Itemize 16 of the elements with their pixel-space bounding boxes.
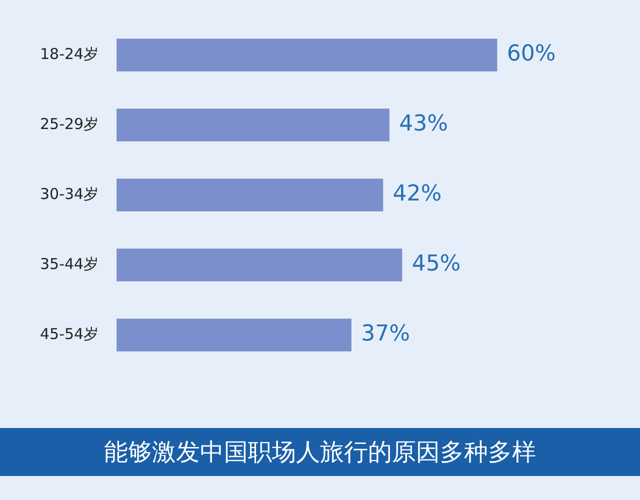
text: 能够激发中国职场人旅行的原因多种多样	[0, 428, 640, 476]
data-label: 37%	[361, 322, 410, 347]
bar	[116, 178, 384, 212]
y-tick-label: 35-44岁	[40, 254, 99, 273]
y-tick-label: 30-34岁	[40, 184, 99, 203]
y-tick-label: 18-24岁	[40, 44, 99, 63]
data-label: 60%	[506, 42, 556, 67]
y-tick-label: 25-29岁	[40, 114, 99, 133]
bar	[116, 318, 352, 352]
data-label: 43%	[399, 112, 448, 137]
bar	[116, 248, 402, 282]
data-label: 45%	[412, 252, 461, 277]
bar	[116, 108, 390, 142]
data-label: 42%	[392, 182, 442, 207]
bar	[116, 38, 498, 72]
y-tick-label: 45-54岁	[40, 324, 99, 343]
